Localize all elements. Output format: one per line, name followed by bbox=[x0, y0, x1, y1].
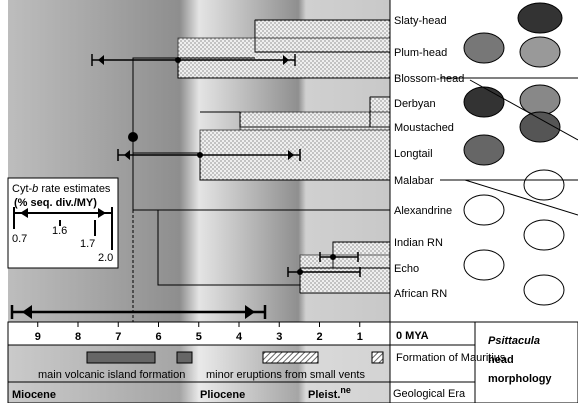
tick-label: 1 bbox=[357, 331, 363, 343]
svg-text:Pleist.ne: Pleist.ne bbox=[308, 385, 351, 401]
formation-row: main volcanic island formation minor eru… bbox=[38, 351, 506, 381]
era-row: Miocene Pliocene Pleist.ne Geological Er… bbox=[12, 385, 466, 401]
species-label: African RN bbox=[394, 288, 447, 300]
inset-title: rate estimates bbox=[38, 183, 111, 195]
tick-label: 9 bbox=[35, 331, 41, 343]
species-label: Plum-head bbox=[394, 47, 447, 59]
tick-label: 7 bbox=[115, 331, 121, 343]
tick-label: 6 bbox=[155, 331, 161, 343]
tick-label: 8 bbox=[75, 331, 81, 343]
tick-label: 2 bbox=[316, 331, 322, 343]
era-pliocene: Pliocene bbox=[200, 389, 245, 401]
era-label: Geological Era bbox=[393, 388, 466, 400]
inset-title: Cyt- bbox=[12, 183, 33, 195]
tick-label: 3 bbox=[276, 331, 282, 343]
rate-label: 1.7 bbox=[80, 238, 95, 250]
species-label: Slaty-head bbox=[394, 15, 447, 27]
inset: Cyt-b rate estimates (% seq. div./MY) 0.… bbox=[7, 177, 119, 269]
inset-subtitle: (% seq. div./MY) bbox=[14, 197, 97, 209]
morphology-text: head bbox=[488, 354, 514, 366]
morphology-label: Psittacula head morphology bbox=[488, 335, 552, 385]
era-pleist: Pleist. bbox=[308, 389, 340, 401]
species-label: Echo bbox=[394, 263, 419, 275]
morphology-text: morphology bbox=[488, 373, 552, 385]
species-labels: Slaty-head Plum-head Blossom-head Derbyan Mo… bbox=[394, 15, 464, 300]
axis-zero-label: 0 MYA bbox=[396, 330, 429, 342]
era-background bbox=[8, 345, 390, 403]
rate-label: 0.7 bbox=[12, 233, 27, 245]
time-axis: 9 8 7 6 5 4 3 2 1 bbox=[35, 322, 363, 343]
head-icons bbox=[440, 2, 578, 306]
species-label: Moustached bbox=[394, 122, 454, 134]
species-label: Blossom-head bbox=[394, 73, 464, 85]
species-label: Derbyan bbox=[394, 98, 436, 110]
nodes bbox=[22, 55, 336, 319]
species-label: Malabar bbox=[394, 175, 434, 187]
species-label: Alexandrine bbox=[394, 205, 452, 217]
formation-main: main volcanic island formation bbox=[38, 369, 185, 381]
era-pleist-sup: ne bbox=[340, 385, 351, 395]
rate-label: 2.0 bbox=[98, 252, 113, 264]
tick-label: 5 bbox=[196, 331, 202, 343]
rate-label: 1.6 bbox=[52, 225, 67, 237]
error-bars bbox=[10, 54, 361, 319]
species-label: Longtail bbox=[394, 148, 433, 160]
formation-label: Formation of Mauritius bbox=[396, 352, 506, 364]
genus: Psittacula bbox=[488, 335, 540, 347]
species-label: Indian RN bbox=[394, 237, 443, 249]
formation-minor: minor eruptions from small vents bbox=[206, 369, 365, 381]
svg-text:Cyt-b rate estimates: Cyt-b rate estimates bbox=[12, 183, 111, 195]
tick-label: 4 bbox=[236, 331, 243, 343]
inset-title: b bbox=[32, 183, 38, 195]
era-miocene: Miocene bbox=[12, 389, 56, 401]
tree bbox=[132, 19, 390, 322]
